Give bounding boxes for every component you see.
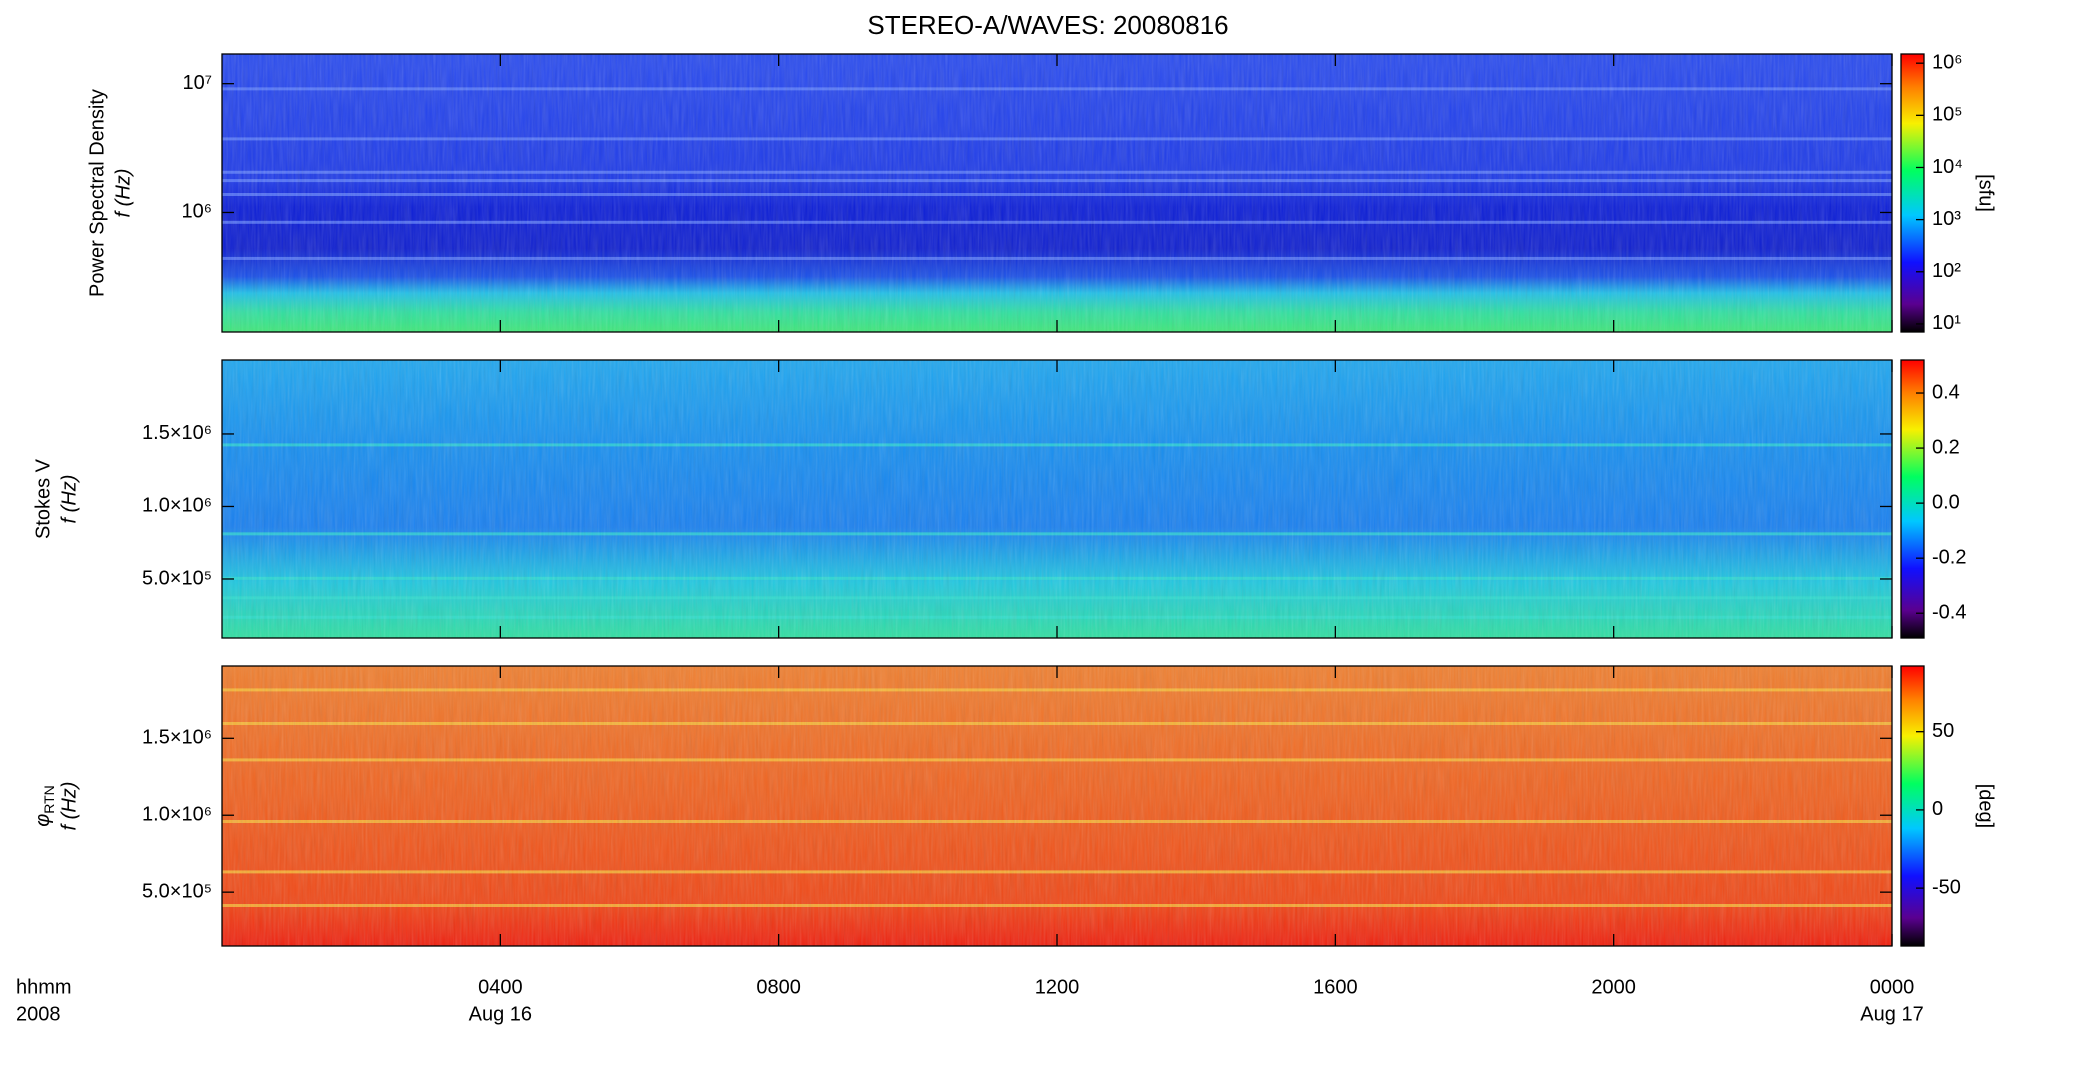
colorbar-tick-label: 0.0: [1932, 491, 1960, 513]
y-axis-label: f (Hz): [58, 475, 80, 524]
y-tick-label: 10⁶: [182, 201, 212, 223]
spectrogram-texture: [222, 360, 1892, 638]
x-tick-label: 0000: [1870, 976, 1915, 998]
colorbar-tick-label: 10¹: [1932, 312, 1961, 334]
x-date-label: Aug 16: [469, 1003, 532, 1025]
colorbar-tick-label: 10⁵: [1932, 104, 1963, 126]
y-tick-label: 1.5×10⁶: [142, 422, 212, 444]
y-axis-label: f (Hz): [58, 782, 80, 831]
colorbar: [1901, 54, 1924, 332]
colorbar-frame: [1900, 53, 1925, 333]
x-tick-label: 2000: [1591, 976, 1636, 998]
colorbar-tick-label: 10³: [1932, 208, 1961, 230]
colorbar-tick-label: -0.2: [1932, 546, 1966, 568]
colorbar-frame: [1900, 359, 1925, 639]
x-unit-label: hhmm: [16, 976, 72, 998]
year-label: 2008: [16, 1003, 61, 1025]
x-tick-label: 1200: [1035, 976, 1080, 998]
x-tick-label: 1600: [1313, 976, 1358, 998]
spectrogram-texture: [222, 54, 1892, 332]
colorbar-tick-label: 0.2: [1932, 436, 1960, 458]
x-tick-label: 0800: [756, 976, 801, 998]
colorbar-tick-label: 10⁴: [1932, 156, 1963, 178]
colorbar-label: [sfu]: [1975, 174, 1997, 212]
x-date-label: Aug 17: [1860, 1003, 1923, 1025]
y-tick-label: 5.0×10⁵: [142, 567, 212, 589]
colorbar-tick-label: 50: [1932, 720, 1954, 742]
y-tick-label: 5.0×10⁵: [142, 880, 212, 902]
colorbar-tick-label: 10²: [1932, 260, 1961, 282]
x-tick-label: 0400: [478, 976, 523, 998]
y-axis-label: f (Hz): [112, 169, 134, 218]
colorbar-label: [deg]: [1975, 784, 1997, 828]
y-axis-subscript: RTN: [41, 785, 57, 814]
y-tick-label: 1.0×10⁶: [142, 495, 212, 517]
y-axis-label: φRTN: [32, 785, 56, 827]
y-axis-symbol: φ: [32, 814, 54, 827]
colorbar-tick-label: 0: [1932, 798, 1943, 820]
colorbar: [1901, 360, 1924, 638]
y-axis-label: Power Spectral Density: [86, 89, 108, 297]
colorbar-tick-label: -50: [1932, 876, 1961, 898]
y-tick-label: 1.0×10⁶: [142, 804, 212, 826]
colorbar: [1901, 666, 1924, 946]
colorbar-tick-label: -0.4: [1932, 602, 1966, 624]
colorbar-tick-label: 10⁶: [1932, 51, 1962, 73]
spectrogram-texture: [222, 666, 1892, 946]
colorbar-tick-label: 0.4: [1932, 381, 1960, 403]
colorbar-frame: [1900, 665, 1925, 947]
y-tick-label: 10⁷: [183, 72, 212, 94]
y-tick-label: 1.5×10⁶: [142, 727, 212, 749]
chart-title: STEREO-A/WAVES: 20080816: [867, 10, 1228, 40]
y-axis-label: Stokes V: [32, 458, 54, 539]
